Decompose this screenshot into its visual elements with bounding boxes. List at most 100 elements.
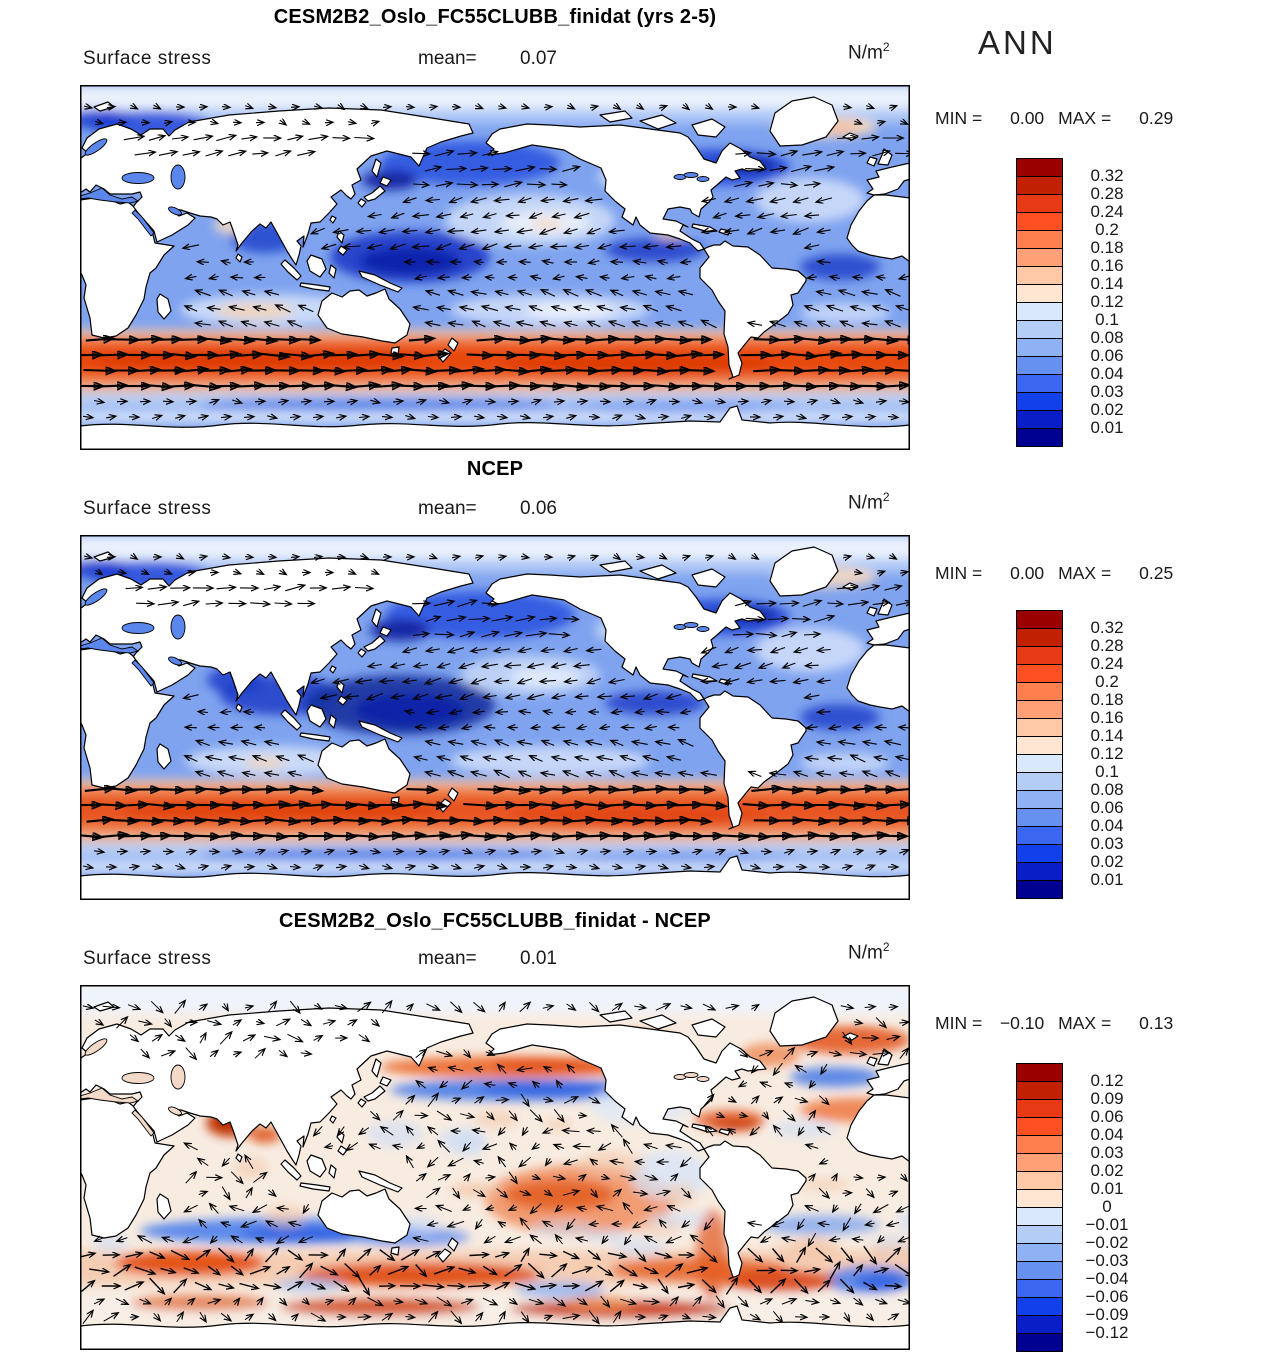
colorbar-tick-label: 0.16 [1090, 256, 1124, 275]
colorbar-tick-label: 0.18 [1090, 238, 1124, 257]
colorbar-cell [1017, 719, 1062, 737]
colorbar-cell [1017, 159, 1062, 177]
colorbar-cell [1017, 845, 1062, 863]
colorbar-cell [1017, 611, 1062, 629]
colorbar-cell [1017, 177, 1062, 195]
colorbar-tick-label: 0.28 [1090, 636, 1124, 655]
colorbar-cell [1017, 1118, 1062, 1136]
map-model [80, 85, 910, 450]
colorbar-cell [1017, 249, 1062, 267]
colorbar-tick-label: 0.2 [1095, 672, 1119, 691]
colorbar-cell [1017, 809, 1062, 827]
colorbar-tick-label: 0.1 [1095, 310, 1119, 329]
colorbar-tick-label: 0 [1102, 1197, 1112, 1216]
panel1-min-value: 0.00 [1010, 108, 1045, 128]
panel2-mean-value: 0.06 [520, 498, 557, 519]
panel1-title: CESM2B2_Oslo_FC55CLUBB_finidat (yrs 2-5) [273, 6, 717, 28]
colorbar-tick-label: 0.06 [1090, 798, 1124, 817]
panel3-max-value: 0.13 [1139, 1013, 1174, 1033]
panel1-min-label: MIN = [935, 108, 983, 128]
colorbar-cell [1017, 1280, 1062, 1298]
colorbar-tick-label: −0.04 [1085, 1269, 1129, 1288]
panel1-info-row: Surface stress mean= 0.07 N/m2 [80, 40, 910, 74]
panel3-minmax: MIN = −0.10 MAX = 0.13 [935, 1013, 1225, 1034]
season-label: ANN [978, 24, 1057, 61]
colorbar-cell [1017, 1208, 1062, 1226]
colorbar-cell [1017, 1190, 1062, 1208]
panel1-max-value: 0.29 [1139, 108, 1174, 128]
colorbar-tick-label: 0.04 [1090, 1125, 1124, 1144]
colorbar-tick-label: 0.2 [1095, 220, 1119, 239]
colorbar-cell [1017, 339, 1062, 357]
colorbar-cell [1017, 755, 1062, 773]
colorbar-cell [1017, 357, 1062, 375]
colorbar-tick-label: −0.02 [1085, 1233, 1129, 1252]
colorbar-tick-label: 0.18 [1090, 690, 1124, 709]
colorbar-cell [1017, 881, 1062, 898]
colorbar-cell [1017, 863, 1062, 881]
colorbar-tick-label: 0.06 [1090, 346, 1124, 365]
colorbar-cell [1017, 773, 1062, 791]
colorbar-tick-label: 0.02 [1090, 400, 1124, 419]
colorbar-tick-label: 0.03 [1090, 382, 1124, 401]
colorbar-3: 0.12 0.09 0.06 0.04 0.03 0.02 0.01 0 −0.01 −0.02−… [1016, 1063, 1129, 1352]
colorbar-cell [1017, 1172, 1062, 1190]
panel3-min-value: −0.10 [999, 1013, 1045, 1033]
colorbar-tick-label: 0.1 [1095, 762, 1119, 781]
colorbar-cell [1017, 375, 1062, 393]
colorbar-cell [1017, 1064, 1062, 1082]
colorbar-cell [1017, 665, 1062, 683]
colorbar-tick-label: 0.04 [1090, 816, 1124, 835]
panel2-field-label: Surface stress [83, 498, 212, 519]
colorbar-cell [1017, 647, 1062, 665]
colorbar-tick-label: 0.08 [1090, 780, 1124, 799]
colorbar-tick-label: 0.12 [1090, 292, 1124, 311]
panel3-info-row: Surface stress mean= 0.01 N/m2 [80, 940, 910, 974]
panel2-min-value: 0.00 [1010, 563, 1045, 583]
colorbar-tick-label: 0.06 [1090, 1107, 1124, 1126]
colorbar-cell [1017, 1100, 1062, 1118]
colorbar-cell [1017, 1244, 1062, 1262]
panel3-min-label: MIN = [935, 1013, 983, 1033]
panel1-max-label: MAX = [1058, 108, 1112, 128]
colorbar-cell [1017, 701, 1062, 719]
panel1-field-label: Surface stress [83, 48, 212, 69]
colorbar-cell [1017, 393, 1062, 411]
colorbar-cell [1017, 1154, 1062, 1172]
panel1-minmax: MIN = 0.00 MAX = 0.29 [935, 108, 1225, 129]
panel2-info-row: Surface stress mean= 0.06 N/m2 [80, 490, 910, 524]
panel3-title: CESM2B2_Oslo_FC55CLUBB_finidat - NCEP [279, 910, 711, 932]
panel3-mean-value: 0.01 [520, 948, 557, 969]
colorbar-tick-label: 0.04 [1090, 364, 1124, 383]
colorbar-tick-label: 0.01 [1090, 870, 1124, 889]
colorbar-tick-label: 0.14 [1090, 274, 1124, 293]
colorbar-cell [1017, 1226, 1062, 1244]
colorbar-tick-label: 0.28 [1090, 184, 1124, 203]
panel3-max-label: MAX = [1058, 1013, 1112, 1033]
colorbar-tick-label: 0.03 [1090, 834, 1124, 853]
colorbar-cell [1017, 1136, 1062, 1154]
colorbar-tick-label: 0.08 [1090, 328, 1124, 347]
colorbar-tick-label: −0.12 [1085, 1323, 1129, 1342]
colorbar-cell [1017, 321, 1062, 339]
colorbar-cell [1017, 1082, 1062, 1100]
colorbar-tick-label: 0.12 [1090, 744, 1124, 763]
colorbar-cell [1017, 267, 1062, 285]
colorbar-cell [1017, 213, 1062, 231]
colorbar-cell [1017, 231, 1062, 249]
colorbar-tick-label: 0.24 [1090, 654, 1124, 673]
map-difference [80, 985, 910, 1350]
panel3-unit: N/m2 [848, 940, 890, 964]
panel3-field-label: Surface stress [83, 948, 212, 969]
colorbar-tick-label: 0.02 [1090, 852, 1124, 871]
colorbar-cell [1017, 791, 1062, 809]
colorbar-1: 0.32 0.28 0.24 0.2 0.18 0.16 0.14 0.12 0.1 0.08 0.… [1016, 158, 1124, 447]
colorbar-tick-label: 0.02 [1090, 1161, 1124, 1180]
colorbar-tick-label: 0.16 [1090, 708, 1124, 727]
colorbar-tick-label: 0.01 [1090, 1179, 1124, 1198]
colorbar-tick-label: −0.03 [1085, 1251, 1129, 1270]
colorbar-tick-label: 0.24 [1090, 202, 1124, 221]
colorbar-cell [1017, 629, 1062, 647]
panel2-max-label: MAX = [1058, 563, 1112, 583]
colorbar-tick-label: 0.01 [1090, 418, 1124, 437]
